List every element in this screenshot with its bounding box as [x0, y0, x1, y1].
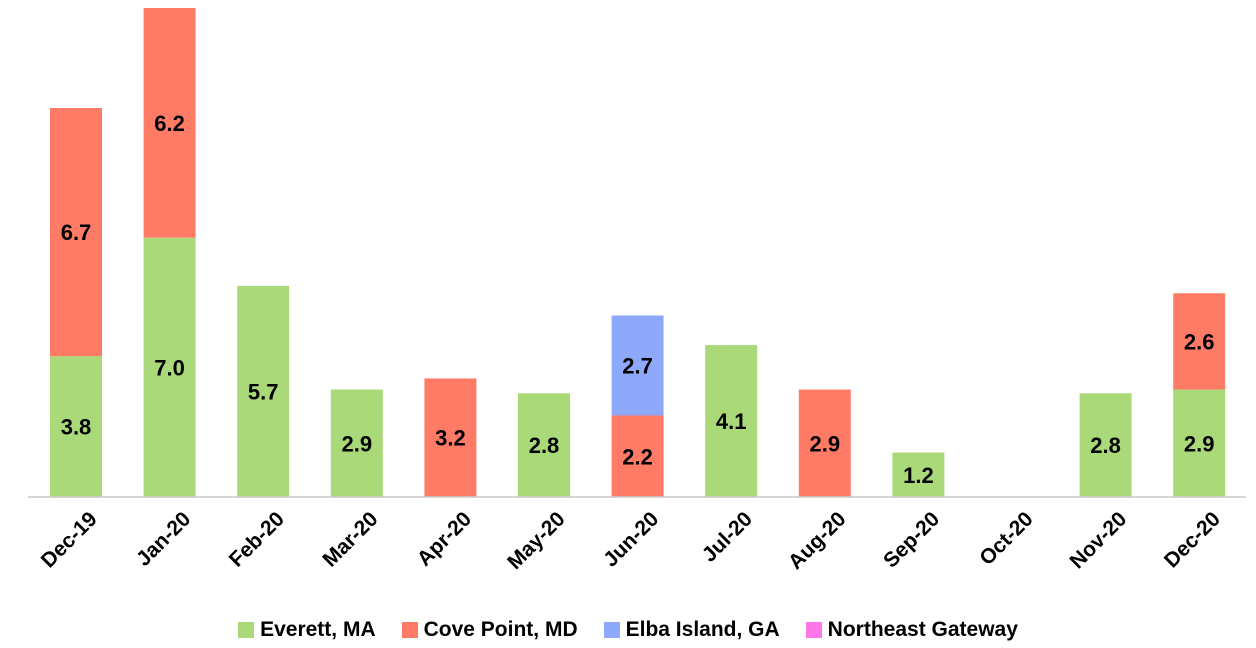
x-tick-label: Nov-20 [1066, 507, 1132, 573]
bar-segment [611, 315, 664, 416]
x-tick-label: Apr-20 [413, 507, 476, 570]
legend-swatch-elba-island [603, 622, 620, 638]
x-tick-label: Dec-19 [37, 507, 102, 572]
legend-label-northeast-gateway: Northeast Gateway [827, 618, 1018, 641]
x-tick-label: May-20 [503, 507, 570, 574]
data-label: 2.6 [1184, 329, 1215, 354]
legend-label-elba-island: Elba Island, GA [625, 618, 780, 641]
legend-swatch-cove-point [401, 622, 418, 638]
bar-segment [50, 108, 102, 357]
x-tick-label: Dec-20 [1160, 507, 1225, 572]
bars-layer [50, 8, 1226, 497]
legend-swatch-northeast-gateway [805, 622, 822, 638]
bar-segment [143, 237, 196, 497]
x-tick-labels-layer: Dec-19 Jan-20 Feb-20 Mar-20 Apr-20 May-20 Jun-… [37, 507, 1225, 574]
data-label: 1.2 [903, 463, 934, 488]
x-tick-label: Aug-20 [784, 507, 851, 574]
legend-label-everett: Everett, MA [260, 618, 376, 641]
bar-segment [798, 389, 851, 497]
legend: Everett, MA Cove Point, MD Elba Island, … [0, 616, 1256, 644]
data-label: 2.8 [529, 433, 560, 458]
bar-segment [611, 415, 664, 497]
data-label: 6.7 [61, 220, 92, 245]
bar-segment [237, 285, 290, 497]
data-label: 2.9 [810, 431, 841, 456]
data-label: 3.8 [61, 415, 92, 440]
x-tick-label: Feb-20 [225, 507, 289, 571]
data-label: 2.9 [1184, 431, 1215, 456]
data-label: 4.1 [716, 409, 747, 434]
data-labels-layer: 3.8 6.7 7.0 6.2 5.7 2.9 3.2 2.8 2.2 2.7 4.1 2.9 1.2 2… [61, 111, 1215, 488]
bar-segment [330, 389, 383, 497]
x-tick-label: Jun-20 [599, 507, 663, 571]
data-label: 7.0 [154, 355, 185, 380]
legend-item-northeast-gateway: Northeast Gateway [805, 618, 1018, 642]
x-tick-label: Mar-20 [318, 507, 382, 571]
data-label: 2.2 [622, 444, 653, 469]
data-label: 6.2 [154, 111, 185, 136]
bar-segment [143, 8, 196, 238]
bar-segment [424, 378, 477, 497]
legend-item-everett: Everett, MA [238, 618, 376, 642]
x-tick-label: Oct-20 [975, 507, 1037, 569]
x-tick-label: Sep-20 [879, 507, 944, 572]
bar-segment [1079, 393, 1132, 497]
data-label: 2.7 [622, 353, 653, 378]
bar-segment [518, 393, 570, 497]
legend-swatch-everett [238, 622, 255, 638]
legend-label-cove-point: Cove Point, MD [423, 618, 578, 641]
data-label: 5.7 [248, 379, 279, 404]
x-tick-label: Jan-20 [132, 507, 195, 570]
legend-item-elba-island: Elba Island, GA [603, 618, 780, 642]
data-label: 2.8 [1090, 433, 1121, 458]
bar-segment [892, 452, 945, 497]
legend-item-cove-point: Cove Point, MD [401, 618, 578, 642]
bar-segment [1173, 293, 1226, 390]
bar-segment [1173, 389, 1226, 497]
x-tick-label: Jul-20 [698, 507, 757, 566]
bar-segment [50, 356, 102, 497]
bar-segment [705, 345, 758, 497]
data-label: 2.9 [342, 431, 373, 456]
data-label: 3.2 [435, 426, 466, 451]
